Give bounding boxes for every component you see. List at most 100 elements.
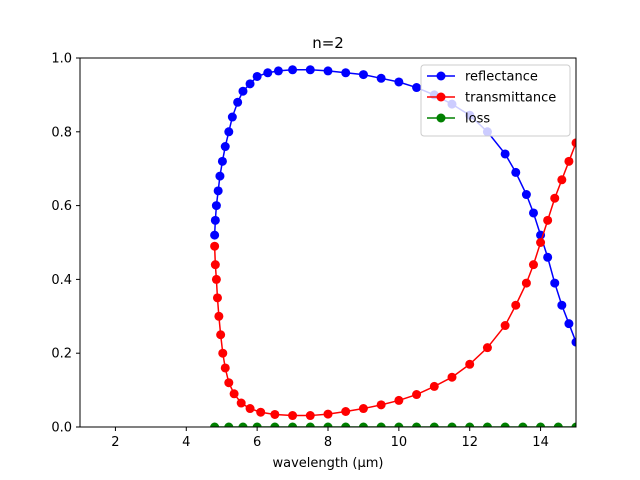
series-transmittance — [210, 138, 576, 421]
data-point-transmittance — [210, 241, 220, 251]
data-point-loss — [465, 422, 475, 427]
legend-marker-loss — [436, 113, 446, 123]
data-point-transmittance — [305, 411, 315, 421]
data-point-loss — [238, 422, 248, 427]
data-point-transmittance — [288, 411, 298, 421]
data-point-loss — [571, 422, 576, 427]
x-axis-label: wavelength (μm) — [273, 456, 384, 471]
data-point-loss — [394, 422, 404, 427]
data-point-reflectance — [564, 319, 574, 329]
data-point-transmittance — [447, 372, 457, 382]
data-point-reflectance — [238, 86, 248, 96]
data-point-transmittance — [229, 389, 239, 399]
data-point-transmittance — [465, 359, 475, 369]
data-point-transmittance — [341, 407, 351, 416]
legend-label-reflectance: reflectance — [465, 70, 538, 85]
legend-item-transmittance: transmittance — [427, 91, 556, 106]
data-point-reflectance — [263, 68, 273, 78]
legend-marker-reflectance — [436, 71, 446, 81]
data-point-reflectance — [217, 156, 227, 166]
data-point-transmittance — [429, 381, 439, 391]
data-point-reflectance — [341, 68, 351, 78]
data-point-loss — [224, 422, 234, 427]
data-point-reflectance — [273, 66, 283, 76]
y-tick-label: 0.6 — [51, 199, 72, 214]
x-tick-label: 6 — [253, 435, 261, 450]
data-point-reflectance — [500, 149, 510, 159]
data-point-transmittance — [511, 300, 521, 310]
x-tick-label: 4 — [182, 435, 190, 450]
data-point-loss — [358, 422, 368, 427]
data-point-transmittance — [216, 330, 226, 340]
data-point-transmittance — [256, 407, 266, 417]
data-point-transmittance — [482, 343, 492, 353]
data-point-loss — [536, 422, 546, 427]
data-point-transmittance — [270, 409, 280, 419]
data-point-reflectance — [288, 65, 298, 75]
data-point-reflectance — [224, 127, 234, 137]
data-point-loss — [412, 422, 422, 427]
data-point-reflectance — [220, 142, 230, 152]
y-tick-label: 0.0 — [51, 421, 72, 436]
data-point-loss — [376, 422, 386, 427]
y-tick-label: 0.8 — [51, 125, 72, 140]
data-point-transmittance — [550, 193, 560, 203]
data-point-reflectance — [323, 66, 333, 76]
data-point-transmittance — [564, 156, 574, 166]
data-point-loss — [288, 422, 298, 427]
series-reflectance — [210, 65, 576, 347]
data-point-transmittance — [214, 311, 224, 321]
data-point-reflectance — [211, 201, 221, 211]
data-point-reflectance — [394, 77, 404, 87]
data-point-reflectance — [358, 70, 368, 80]
data-point-transmittance — [211, 274, 221, 284]
data-point-reflectance — [305, 65, 315, 75]
x-tick-label: 8 — [324, 435, 332, 450]
data-point-reflectance — [412, 83, 422, 93]
data-point-transmittance — [376, 400, 386, 410]
data-point-transmittance — [557, 175, 567, 185]
data-point-transmittance — [394, 395, 404, 405]
legend-item-loss: loss — [427, 112, 490, 127]
data-point-transmittance — [358, 404, 368, 414]
series-loss — [210, 422, 576, 427]
data-point-reflectance — [543, 252, 553, 262]
y-axis: 0.0 0.2 0.4 0.6 0.8 1.0 — [51, 52, 80, 436]
legend: reflectance transmittance loss — [420, 64, 571, 137]
data-point-transmittance — [528, 260, 538, 270]
data-point-reflectance — [213, 186, 223, 196]
x-tick-label: 2 — [111, 435, 119, 450]
series-layer — [210, 65, 576, 427]
data-point-reflectance — [210, 215, 220, 225]
data-point-loss — [323, 422, 333, 427]
data-point-transmittance — [536, 238, 546, 247]
data-point-reflectance — [550, 278, 560, 288]
x-axis: 2 4 6 8 10 12 14 — [111, 427, 549, 450]
data-point-transmittance — [521, 278, 531, 288]
y-tick-label: 0.4 — [51, 273, 72, 288]
data-point-loss — [447, 422, 457, 427]
data-point-reflectance — [376, 73, 386, 83]
data-point-loss — [553, 422, 563, 427]
data-point-transmittance — [224, 378, 234, 388]
data-point-loss — [305, 422, 315, 427]
x-tick-label: 12 — [461, 435, 478, 450]
data-point-loss — [429, 422, 439, 427]
data-point-transmittance — [245, 404, 255, 414]
legend-box — [420, 64, 571, 137]
data-point-loss — [210, 422, 220, 427]
data-point-reflectance — [233, 97, 243, 107]
data-point-transmittance — [212, 293, 222, 303]
data-point-reflectance — [511, 167, 521, 177]
data-point-loss — [500, 422, 510, 427]
data-point-transmittance — [412, 390, 422, 400]
data-point-reflectance — [252, 71, 262, 81]
data-point-reflectance — [245, 79, 255, 89]
data-point-transmittance — [210, 260, 220, 270]
data-point-reflectance — [210, 230, 220, 240]
data-point-reflectance — [571, 337, 576, 347]
data-point-reflectance — [557, 300, 567, 310]
data-point-transmittance — [236, 398, 246, 408]
data-point-transmittance — [571, 138, 576, 148]
